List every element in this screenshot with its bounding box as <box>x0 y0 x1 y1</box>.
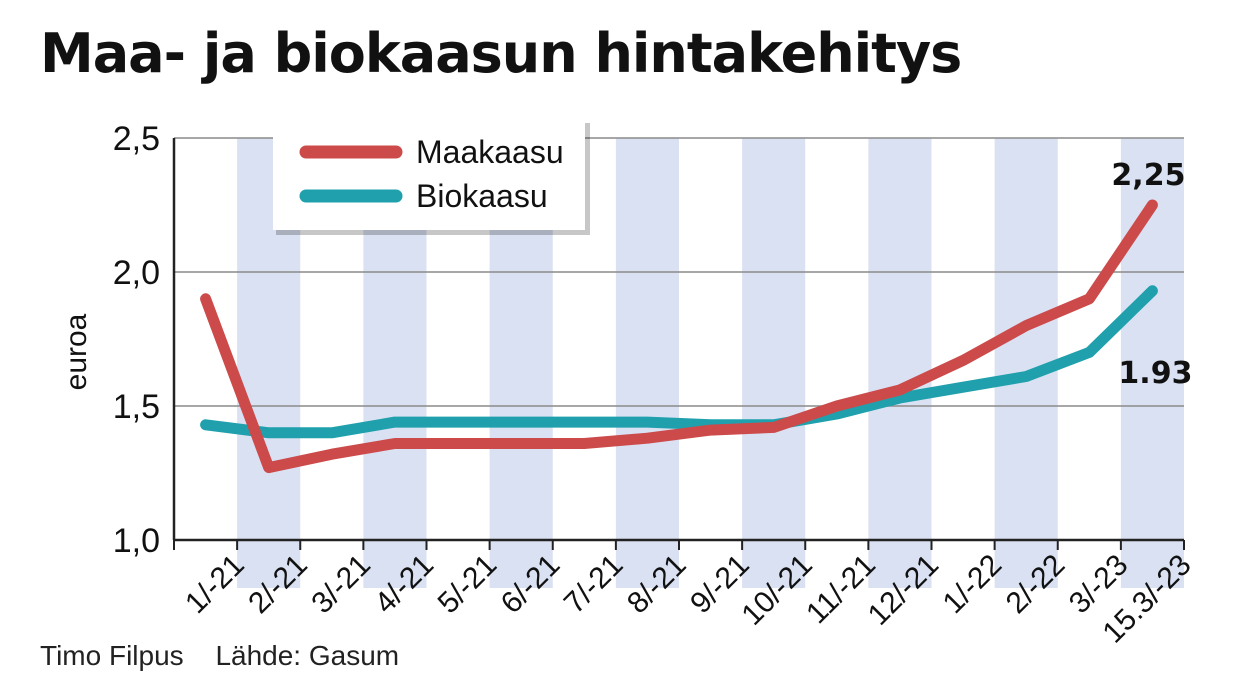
source-credit: Lähde: Gasum <box>215 640 400 671</box>
legend: Maakaasu Biokaasu <box>273 120 590 235</box>
annotation-maakaasu: 2,25 <box>1111 158 1185 193</box>
band-10/-21 <box>742 138 806 588</box>
series-lines <box>200 199 1158 474</box>
legend-box <box>273 120 585 230</box>
y-tick-label: 2,5 <box>113 120 160 158</box>
credits: Timo Filpus Lähde: Gasum <box>40 640 423 672</box>
y-tick-label: 1,5 <box>113 388 160 426</box>
series-line-biokaasu <box>200 285 1158 439</box>
chart-title: Maa- ja biokaasun hintakehitys <box>40 22 962 85</box>
y-tick-label: 2,0 <box>113 254 160 292</box>
series-line-maakaasu <box>200 199 1158 474</box>
y-tick-label: 1,0 <box>113 522 160 560</box>
author-credit: Timo Filpus <box>40 640 184 671</box>
y-axis-label: euroa <box>60 313 93 390</box>
legend-label-biokaasu: Biokaasu <box>416 178 548 214</box>
band-12/-21 <box>868 138 932 588</box>
axes <box>172 138 1185 550</box>
x-tick-labels: 1/-212/-213/-214/-215/-216/-217/-218/-21… <box>179 548 1198 649</box>
y-tick-labels: 1,0 1,5 2,0 2,5 <box>113 120 160 560</box>
band-8/-21 <box>615 138 679 588</box>
legend-label-maakaasu: Maakaasu <box>416 134 564 170</box>
annotations: 2,25 1.93 <box>1111 158 1192 391</box>
annotation-biokaasu: 1.93 <box>1118 356 1192 391</box>
